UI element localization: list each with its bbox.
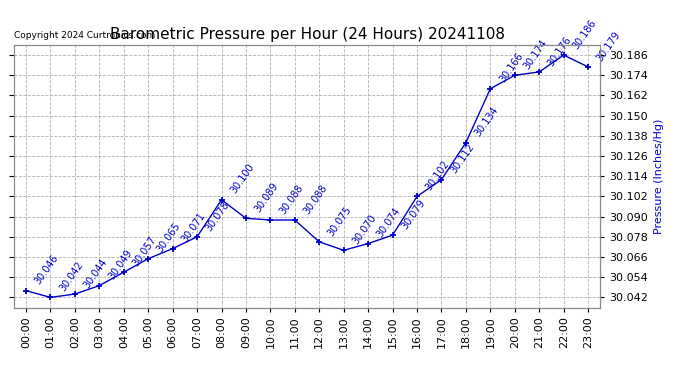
Text: 30.102: 30.102 [424,159,451,192]
Text: 30.071: 30.071 [179,211,207,244]
Text: 30.075: 30.075 [326,204,354,238]
Text: 30.174: 30.174 [522,38,549,71]
Text: 30.044: 30.044 [82,256,109,290]
Text: 30.049: 30.049 [106,248,134,282]
Text: 30.186: 30.186 [571,18,598,51]
Text: 30.112: 30.112 [448,142,476,176]
Text: 30.166: 30.166 [497,51,525,85]
Text: 30.057: 30.057 [130,234,158,268]
Text: 30.176: 30.176 [546,34,573,68]
Text: 30.088: 30.088 [302,183,329,216]
Text: 30.088: 30.088 [277,183,305,216]
Text: 30.042: 30.042 [57,260,85,293]
Text: Copyright 2024 Curtronics.com: Copyright 2024 Curtronics.com [14,31,155,40]
Text: 30.179: 30.179 [595,29,622,63]
Text: 30.100: 30.100 [228,162,256,196]
Text: 30.046: 30.046 [33,253,61,286]
Text: 30.070: 30.070 [351,213,378,246]
Text: 30.065: 30.065 [155,221,183,255]
Title: Barometric Pressure per Hour (24 Hours) 20241108: Barometric Pressure per Hour (24 Hours) … [110,27,504,42]
Text: 30.079: 30.079 [400,198,427,231]
Text: 30.074: 30.074 [375,206,403,239]
Text: 30.078: 30.078 [204,199,232,232]
Text: 30.134: 30.134 [473,105,500,138]
Text: 30.089: 30.089 [253,181,280,214]
Y-axis label: Pressure (Inches/Hg): Pressure (Inches/Hg) [653,118,664,234]
